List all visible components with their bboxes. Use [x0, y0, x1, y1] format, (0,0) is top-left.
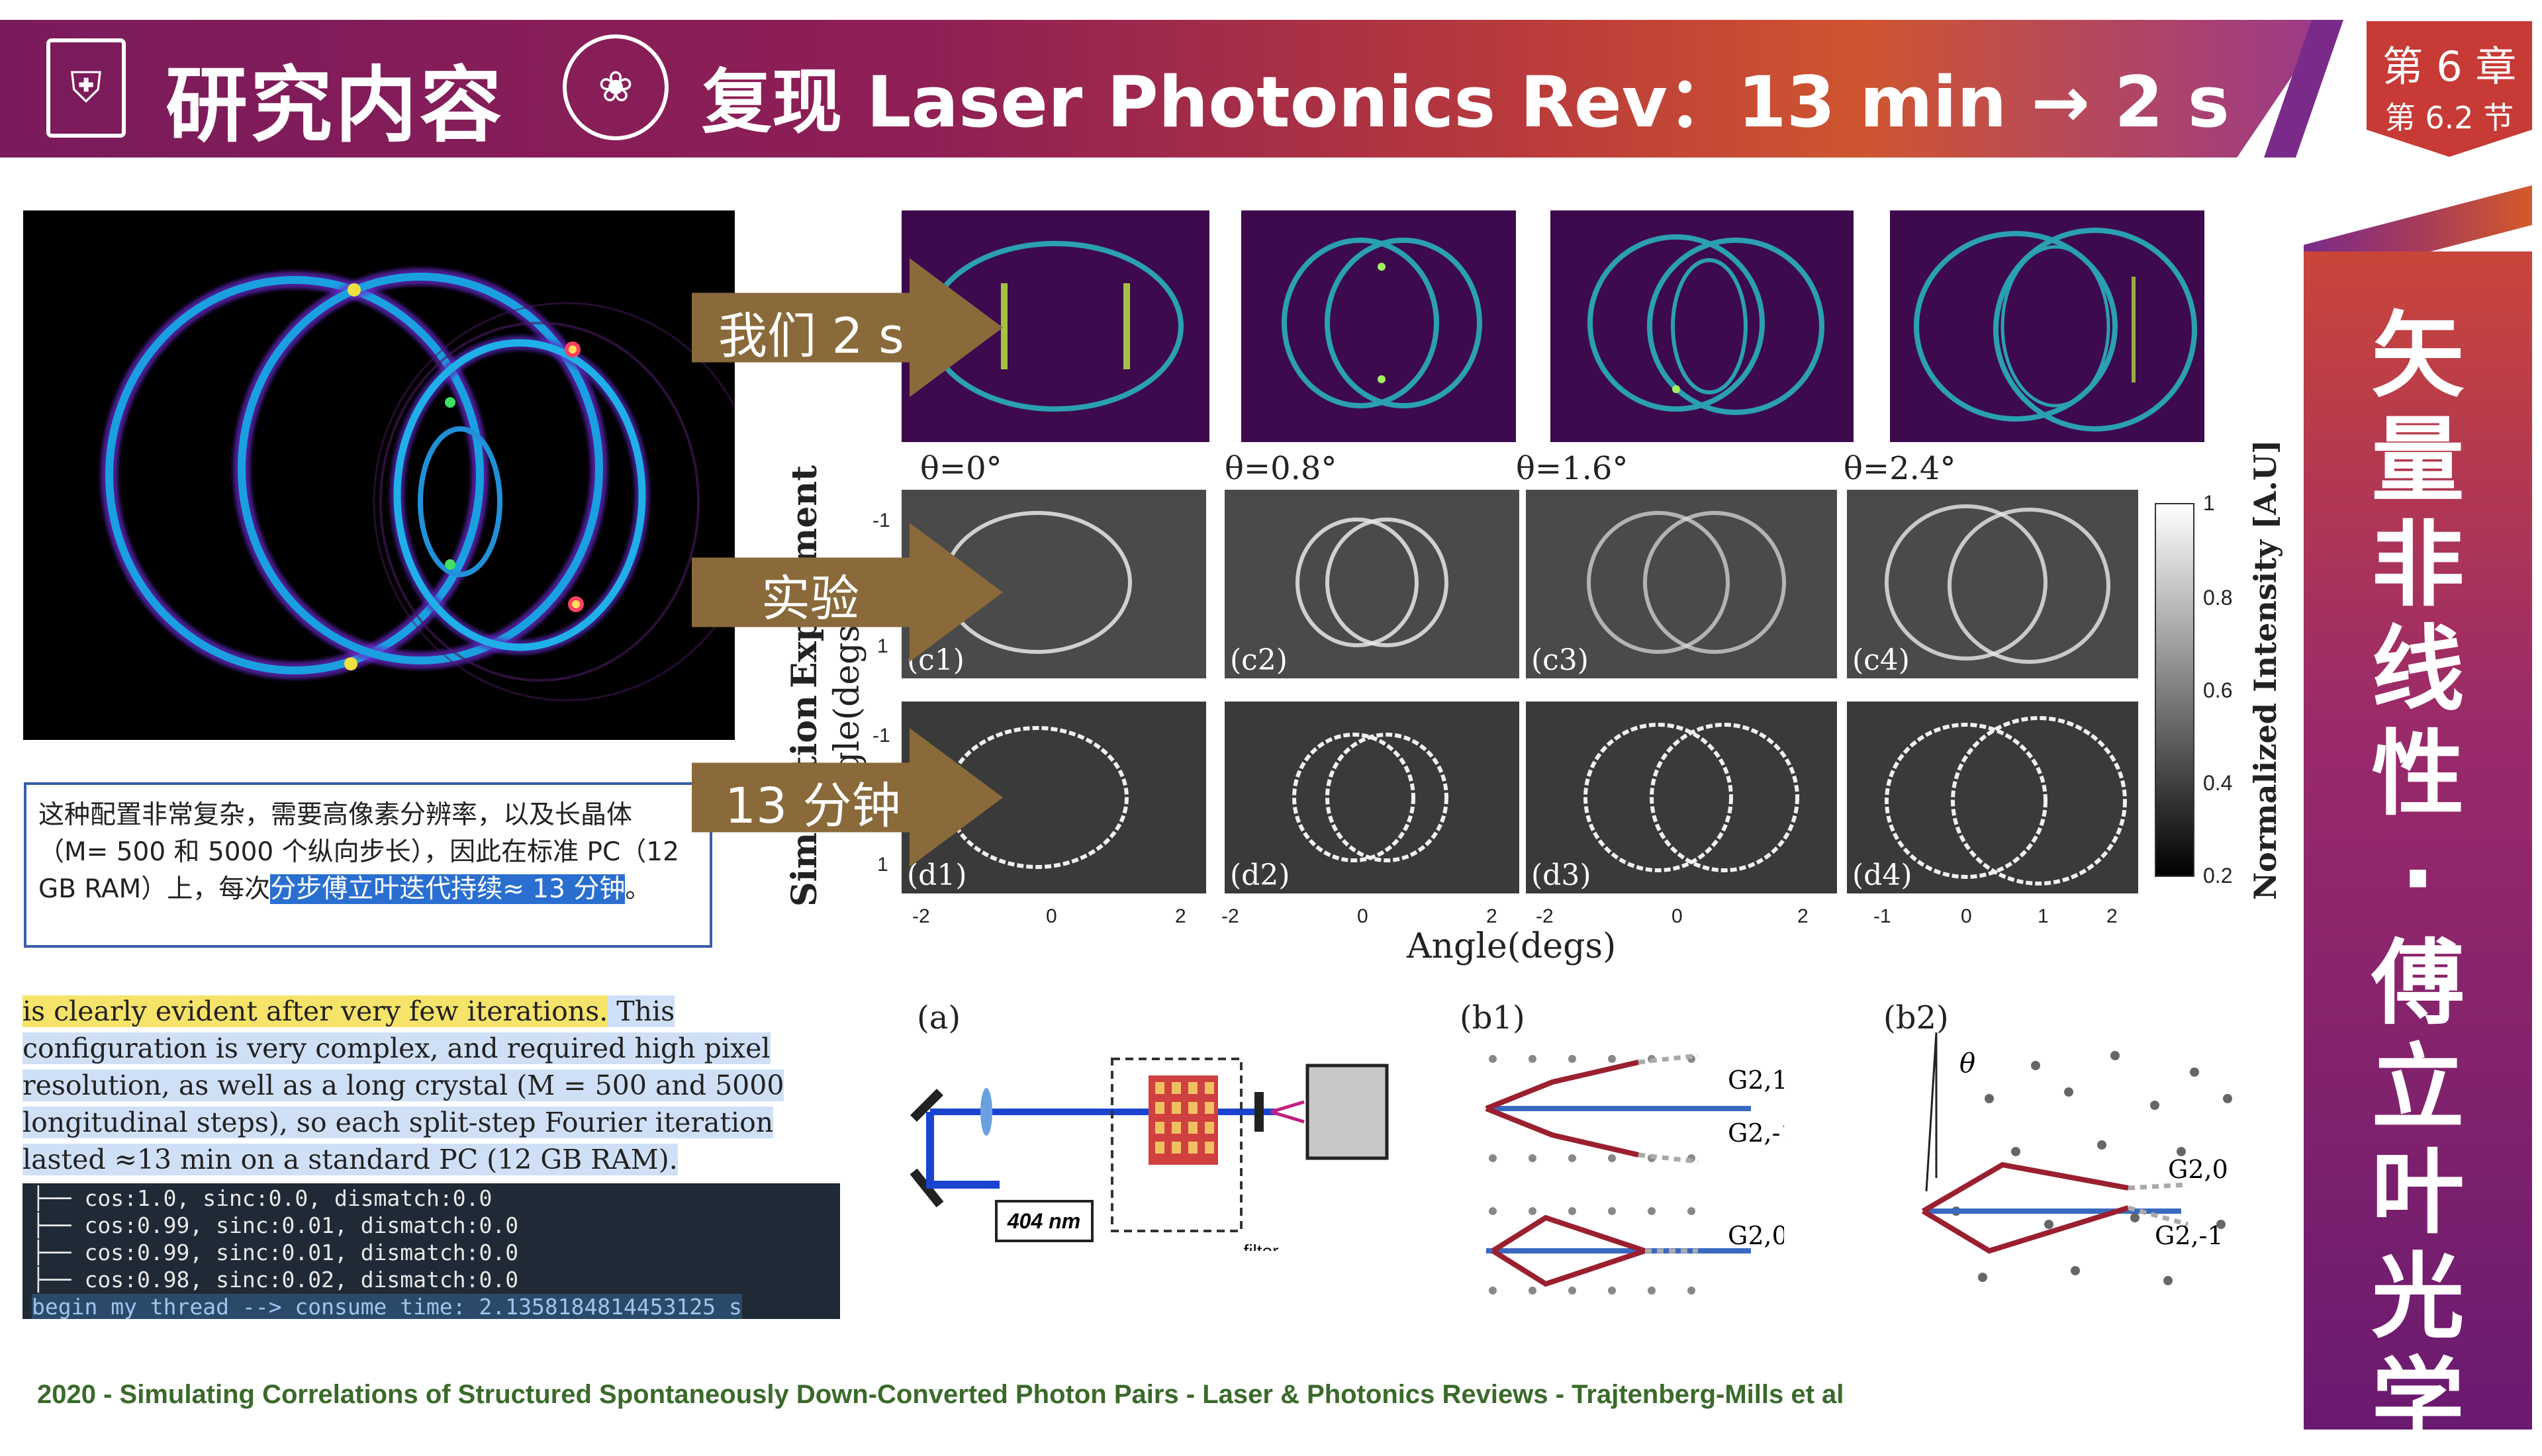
angle-label: θ=0.8° [1225, 450, 1337, 487]
colorbar-tick: 1 [2203, 491, 2215, 515]
panel-label: (d3) [1531, 858, 1591, 892]
translated-excerpt: 这种配置非常复杂，需要高像素分辨率，以及长晶体（M= 500 和 5000 个纵… [24, 782, 712, 948]
ours-panel-2 [1241, 210, 1516, 442]
colorbar-tick: 0.6 [2203, 678, 2233, 702]
university-logo: ⛨ [46, 38, 126, 138]
simulation-panel-4: (d4) [1847, 702, 2138, 893]
filter-label: filter [1244, 1241, 1279, 1251]
side-char: 立 [2371, 1034, 2465, 1142]
simulation-panel-3: (d3) [1526, 702, 1837, 893]
timing-line: begin my thread --> consume time: 2.1358… [32, 1294, 742, 1319]
ours-panel-4 [1890, 210, 2204, 442]
section-title: 研究内容 [165, 58, 505, 154]
side-banner-text: 矢 量 非 线 性 · 傅 立 叶 光 学 [2304, 304, 2532, 1455]
wavelength-label: 404 nm [1007, 1209, 1080, 1233]
x-tick: 1 [2038, 905, 2049, 927]
highlighted-text: 分步傅立叶迭代持续≈ 13 分钟 [270, 874, 626, 904]
panel-label: (d1) [907, 858, 967, 892]
experiment-panel-4: (c4) [1847, 490, 2138, 678]
section-number: 第 6.2 节 [2384, 100, 2514, 136]
side-char: 傅 [2371, 930, 2465, 1038]
university-seal: ❀ [563, 34, 669, 140]
g20-label: G2,0 [1728, 1221, 1784, 1250]
yellow-highlight: is clearly evident after very few iterat… [23, 995, 608, 1027]
panel-label: (d4) [1852, 858, 1912, 892]
side-char: 叶 [2371, 1139, 2465, 1247]
angle-label: θ=1.6° [1516, 450, 1628, 487]
translated-text-end: 。 [625, 874, 651, 904]
y-tick: 1 [877, 854, 888, 876]
panel-label: (c3) [1531, 643, 1589, 677]
side-char: 线 [2371, 616, 2465, 724]
terminal-output: ├── cos:1.0, sinc:0.0, dismatch:0.0 ├── c… [23, 1183, 840, 1319]
angle-label: θ=0° [920, 450, 1002, 487]
angle-label: θ=2.4° [1844, 450, 1956, 487]
y-tick: -1 [872, 510, 890, 531]
x-tick: -2 [912, 905, 930, 927]
y-tick: 1 [877, 635, 888, 657]
x-tick: 0 [1357, 905, 1368, 927]
panel-label: (c4) [1852, 643, 1910, 677]
colorbar-tick: 0.2 [2203, 864, 2233, 887]
x-tick: 2 [1175, 905, 1186, 927]
side-char: · [2400, 825, 2436, 933]
slide-subtitle: 复现 Laser Photonics Rev：13 min → 2 s [702, 62, 2230, 143]
terminal-line: ├── cos:0.99, sinc:0.01, dismatch:0.0 [32, 1212, 519, 1238]
citation-footer: 2020 - Simulating Correlations of Struct… [37, 1380, 1844, 1409]
x-tick: -2 [1536, 905, 1554, 927]
colorbar-tick: 0.4 [2203, 771, 2233, 795]
x-tick: 0 [1046, 905, 1057, 927]
panel-label: (c2) [1230, 643, 1288, 677]
arrow-simulation-label: 13 分钟 [725, 778, 901, 835]
colorbar-tick: 0.8 [2203, 586, 2233, 610]
paper-excerpt: is clearly evident after very few iterat… [23, 993, 830, 1178]
side-char: 光 [2371, 1244, 2465, 1351]
x-axis-title: Angle(degs) [1407, 927, 1617, 966]
side-char: 学 [2371, 1348, 2465, 1456]
colorbar [2155, 503, 2194, 877]
x-tick: 0 [1961, 905, 1972, 927]
colorbar-title: Normalized Intensity [A.U] [2247, 439, 2283, 900]
b2-g2m1-label: G2,-1 [2155, 1221, 2224, 1250]
ours-panel-3 [1550, 210, 1854, 442]
arrow-experiment-label: 实验 [761, 570, 859, 627]
side-char: 性 [2371, 721, 2465, 829]
x-tick: 2 [1797, 905, 1809, 927]
theta-label: θ [1959, 1048, 1975, 1079]
b2-g20-label: G2,0 [2168, 1155, 2228, 1184]
g21-label: G2,1 [1728, 1066, 1784, 1095]
x-tick: 0 [1671, 905, 1683, 927]
phase-matching-b2: θ G2,0 G2,-1 [1921, 1032, 2232, 1285]
chapter-number: 第 6 章 [2382, 42, 2517, 91]
simulation-result-image [23, 210, 735, 740]
diagram-b2-label: (b2) [1883, 999, 1949, 1036]
panel-label: (d2) [1230, 858, 1290, 892]
phase-matching-b1: G2,1 G2,-1 G2,0 [1485, 1053, 1784, 1295]
y-tick: -1 [872, 725, 890, 747]
title-bar [0, 20, 2330, 158]
experiment-panel-3: (c3) [1526, 490, 1837, 678]
g2m1-label: G2,-1 [1728, 1118, 1784, 1148]
experiment-panel-2: (c2) [1225, 490, 1519, 678]
x-tick: -1 [1873, 905, 1891, 927]
diagram-a-label: (a) [917, 999, 961, 1036]
translated-text: 这种配置非常复杂，需要高像素分辨率，以及长晶体（M= 500 和 5000 个纵… [38, 800, 679, 904]
simulation-panel-2: (d2) [1225, 702, 1519, 893]
terminal-line: ├── cos:1.0, sinc:0.0, dismatch:0.0 [32, 1185, 493, 1211]
setup-diagram: 404 nm filter [910, 1058, 1389, 1251]
ring-plot [101, 268, 735, 702]
terminal-line: ├── cos:0.99, sinc:0.01, dismatch:0.0 [32, 1240, 519, 1265]
x-tick: 2 [1486, 905, 1497, 927]
x-tick: -2 [1221, 905, 1239, 927]
terminal-line: ├── cos:0.98, sinc:0.02, dismatch:0.0 [32, 1267, 519, 1293]
chapter-badge: 第 6 章 第 6.2 节 [2367, 21, 2532, 157]
side-char: 非 [2371, 512, 2465, 619]
side-banner: 矢 量 非 线 性 · 傅 立 叶 光 学 [2304, 251, 2532, 1455]
diagram-b1-label: (b1) [1460, 999, 1525, 1036]
side-char: 量 [2371, 407, 2465, 515]
x-tick: 2 [2106, 905, 2118, 927]
arrow-ours-label: 我们 2 s [718, 308, 904, 365]
blue-highlight: This configuration is very complex, and … [23, 995, 784, 1175]
side-char: 矢 [2371, 302, 2465, 410]
